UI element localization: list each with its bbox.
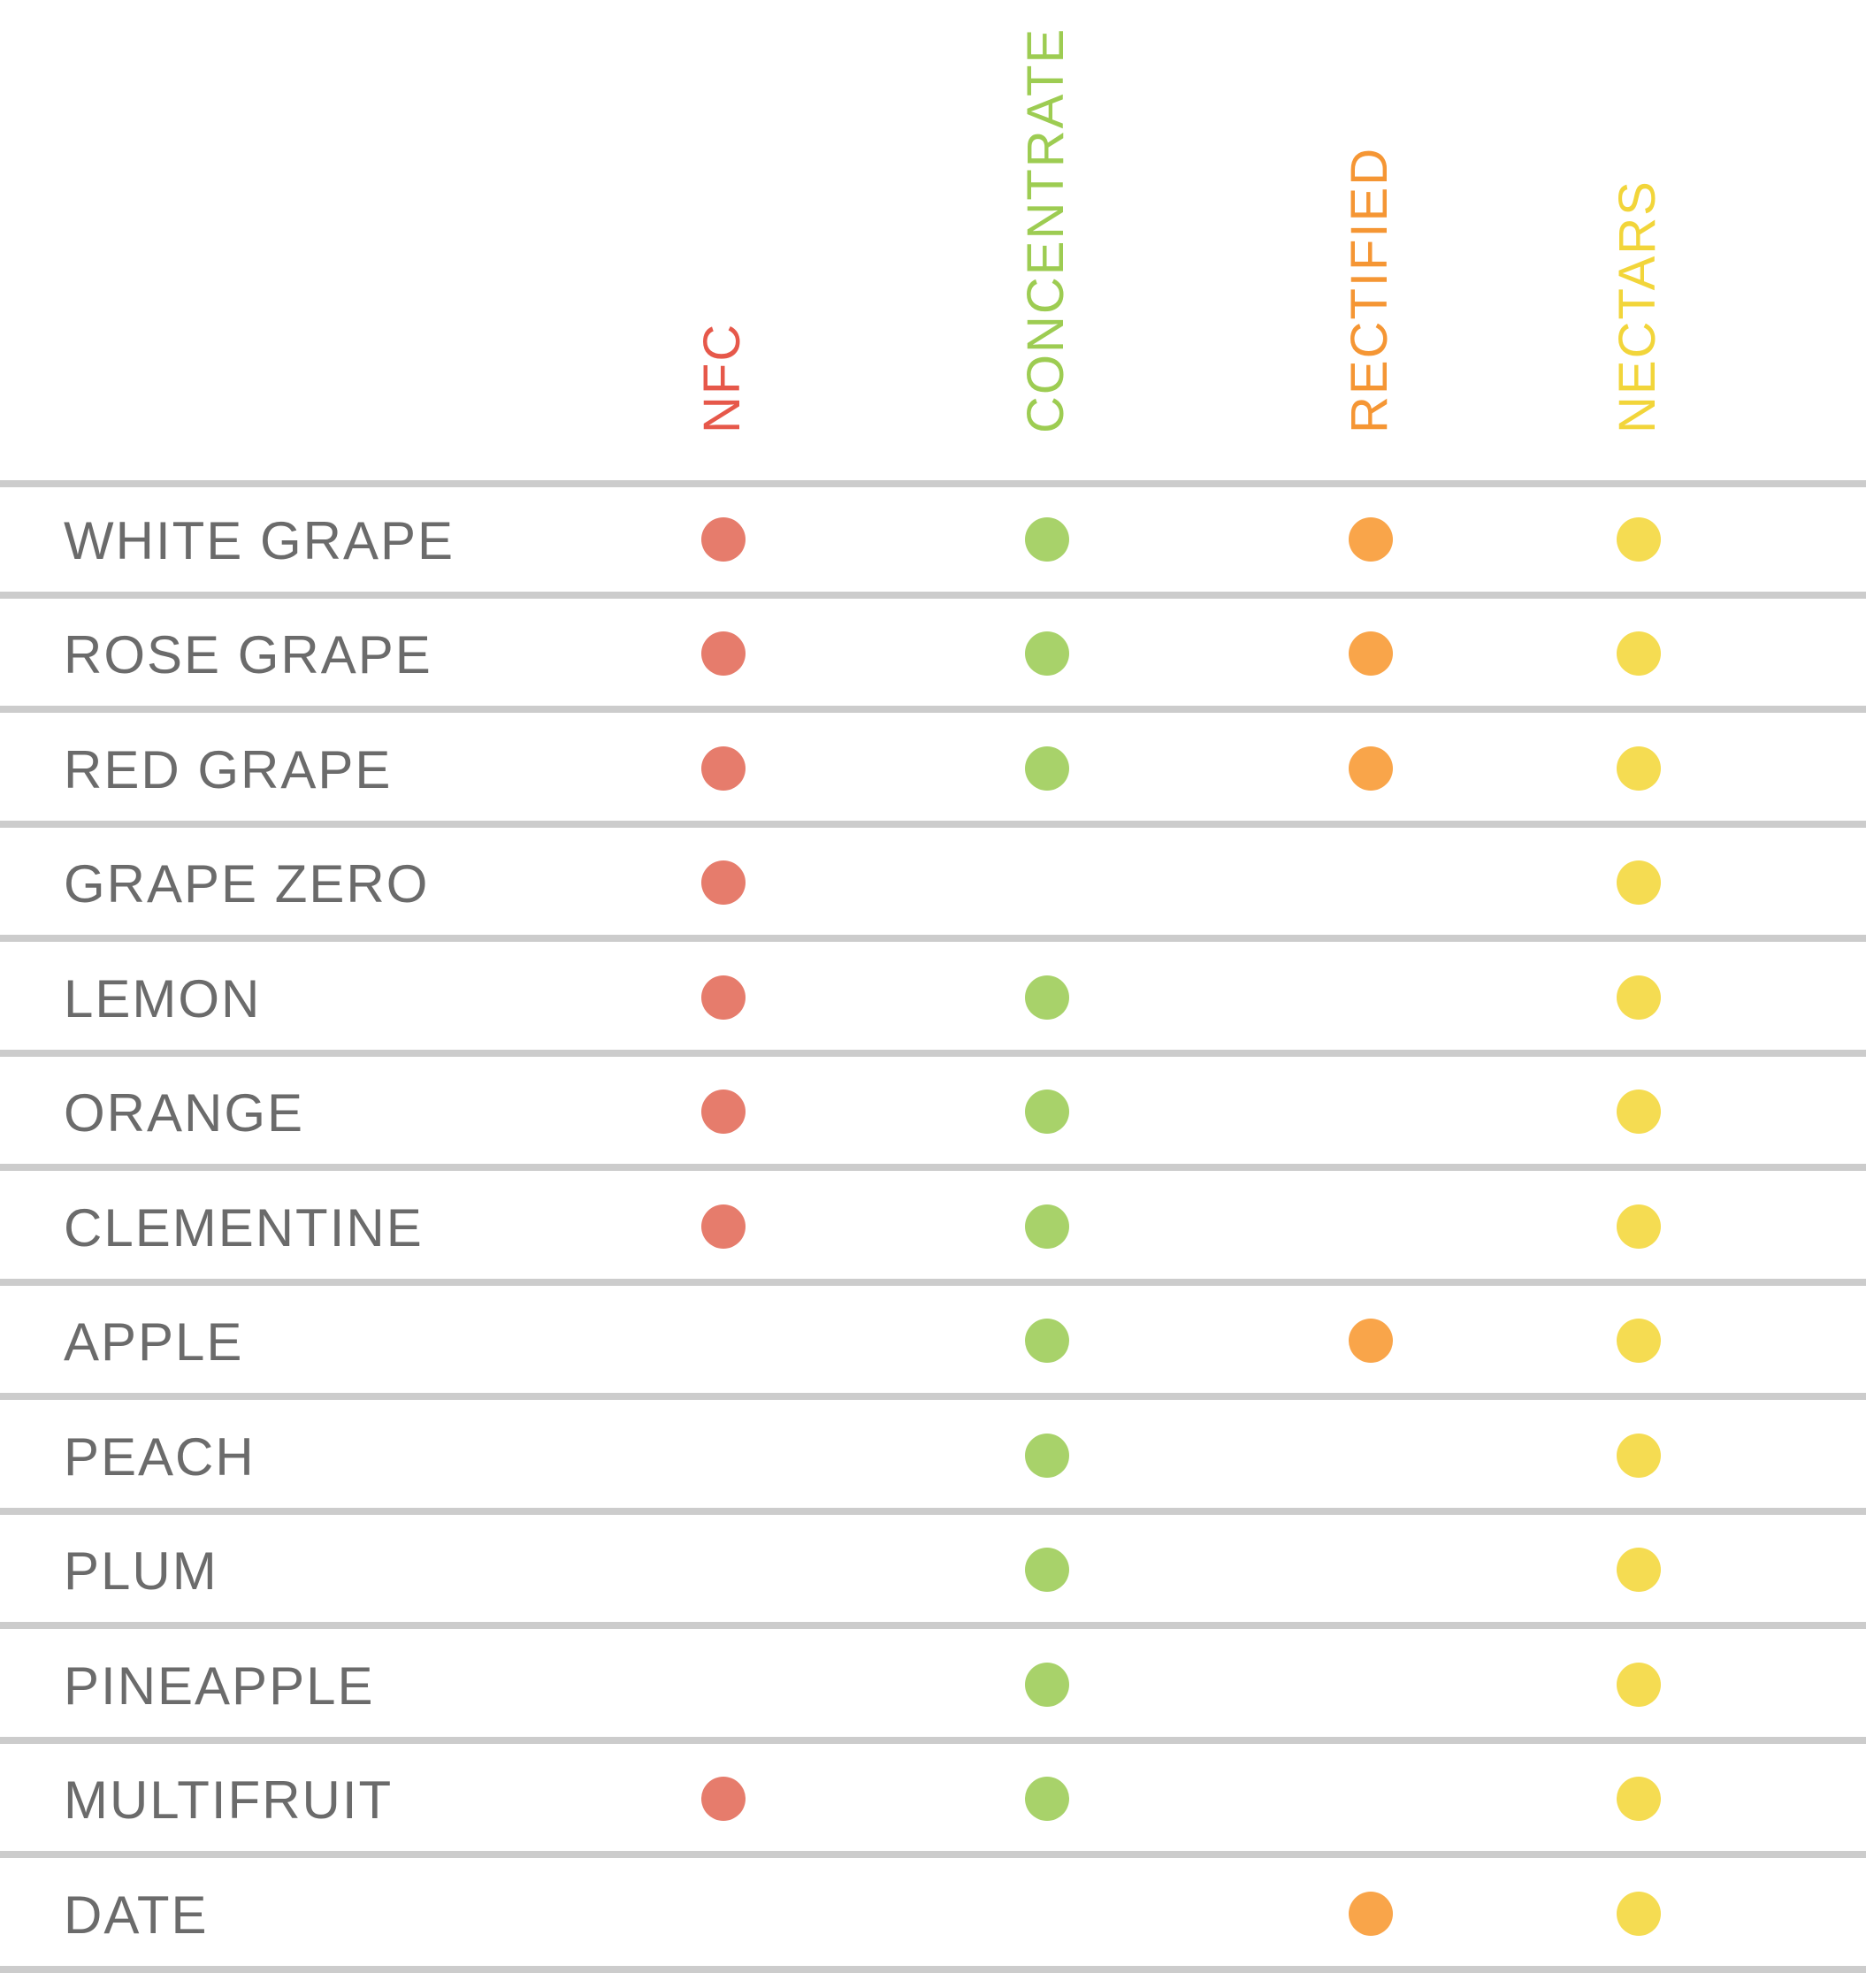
row-label: APPLE [64, 1312, 244, 1372]
row-rule [0, 1736, 1866, 1744]
row-label: ORANGE [64, 1083, 305, 1143]
row-label: MULTIFRUIT [64, 1770, 394, 1831]
row-label: PEACH [64, 1426, 256, 1487]
row-rule [0, 935, 1866, 942]
dot-concentrate [1025, 1548, 1069, 1593]
dot-nfc [701, 1090, 746, 1135]
column-header-rectified: RECTIFIED [1341, 146, 1398, 433]
column-header-concentrate: CONCENTRATE [1017, 27, 1074, 433]
dot-concentrate [1025, 631, 1069, 677]
row-rule [0, 1164, 1866, 1171]
dot-nfc [701, 1777, 746, 1822]
dot-nectars [1617, 1548, 1661, 1593]
dot-nfc [701, 975, 746, 1020]
dot-concentrate [1025, 516, 1069, 562]
dot-nfc [701, 1204, 746, 1249]
dot-nectars [1617, 746, 1661, 791]
dot-nectars [1617, 516, 1661, 562]
row-label: GRAPE ZERO [64, 854, 430, 914]
row-label: ROSE GRAPE [64, 625, 432, 685]
row-rule [0, 1851, 1866, 1858]
row-label: PLUM [64, 1541, 218, 1602]
row-rule [0, 1965, 1866, 1973]
dot-concentrate [1025, 975, 1069, 1020]
row-rule [0, 820, 1866, 828]
dot-concentrate [1025, 1662, 1069, 1707]
dot-nectars [1617, 1777, 1661, 1822]
row-rule [0, 1622, 1866, 1629]
row-rule [0, 1278, 1866, 1286]
dot-concentrate [1025, 1319, 1069, 1364]
dot-nfc [701, 860, 746, 906]
row-label: DATE [64, 1885, 209, 1945]
dot-nfc [701, 631, 746, 677]
row-rule [0, 706, 1866, 713]
dot-rectified [1349, 516, 1393, 562]
dot-nectars [1617, 1662, 1661, 1707]
dot-rectified [1349, 1891, 1393, 1936]
column-header-nfc: NFC [693, 322, 751, 433]
dot-nectars [1617, 860, 1661, 906]
dot-rectified [1349, 746, 1393, 791]
dot-nfc [701, 516, 746, 562]
row-label: CLEMENTINE [64, 1197, 424, 1258]
dot-concentrate [1025, 1777, 1069, 1822]
row-rule [0, 1049, 1866, 1057]
row-rule [0, 591, 1866, 599]
dot-concentrate [1025, 1204, 1069, 1249]
dot-rectified [1349, 631, 1393, 677]
row-label: RED GRAPE [64, 739, 393, 799]
dot-nectars [1617, 1891, 1661, 1936]
dot-nectars [1617, 975, 1661, 1020]
row-label: PINEAPPLE [64, 1655, 375, 1716]
dot-rectified [1349, 1319, 1393, 1364]
dot-nectars [1617, 631, 1661, 677]
header-rule [0, 480, 1866, 487]
row-rule [0, 1507, 1866, 1515]
dot-nectars [1617, 1433, 1661, 1478]
dot-nfc [701, 746, 746, 791]
dot-concentrate [1025, 746, 1069, 791]
row-rule [0, 1393, 1866, 1400]
dot-nectars [1617, 1090, 1661, 1135]
row-label: LEMON [64, 968, 262, 1028]
row-label: WHITE GRAPE [64, 510, 455, 570]
dot-concentrate [1025, 1090, 1069, 1135]
column-header-nectars: NECTARS [1609, 180, 1666, 433]
dot-nectars [1617, 1204, 1661, 1249]
dot-concentrate [1025, 1433, 1069, 1478]
dot-nectars [1617, 1319, 1661, 1364]
